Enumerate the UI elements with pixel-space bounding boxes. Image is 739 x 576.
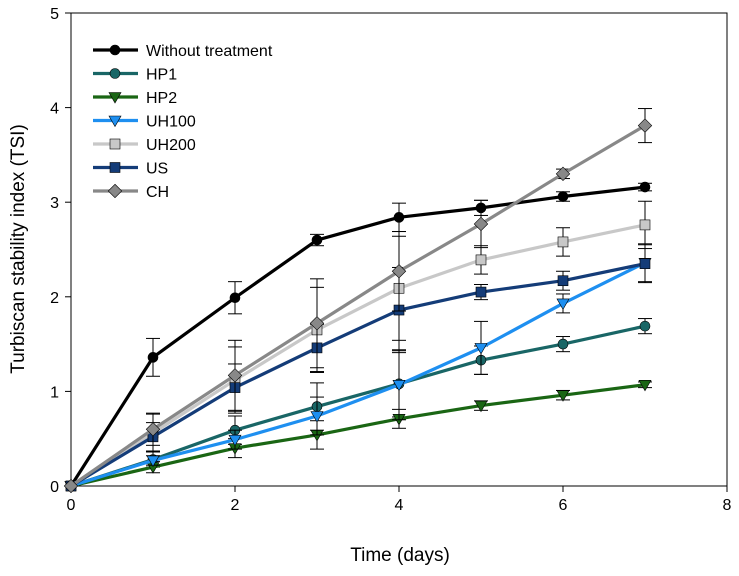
data-point <box>639 181 651 193</box>
data-point <box>639 219 651 231</box>
legend-swatch-marker <box>107 183 123 199</box>
x-tick-label: 2 <box>231 497 240 514</box>
data-point <box>556 298 570 311</box>
series-line <box>70 261 646 488</box>
legend-item: CH <box>93 183 169 201</box>
data-point <box>557 275 569 287</box>
y-tick-label: 0 <box>50 479 59 496</box>
series-line <box>70 383 646 488</box>
data-point <box>393 212 405 223</box>
series-line <box>69 185 646 487</box>
data-point <box>309 316 325 331</box>
legend-swatch-marker <box>109 162 121 173</box>
legend-swatch-marker <box>109 138 121 150</box>
data-point <box>391 264 407 279</box>
data-point <box>146 455 160 468</box>
y-tick-label: 2 <box>50 290 59 307</box>
legend-swatch-marker <box>109 68 121 79</box>
data-point <box>637 118 653 133</box>
series-layer <box>63 108 653 494</box>
legend-item: UH200 <box>93 137 196 154</box>
legend: Without treatment HP1 HP2 UH100 UH200 US CH <box>93 43 273 201</box>
data-point <box>638 379 652 392</box>
y-tick-label: 4 <box>50 101 59 118</box>
y-tick-label: 1 <box>50 384 59 401</box>
series-line <box>70 223 646 488</box>
legend-label: HP2 <box>146 90 177 107</box>
legend-item: UH100 <box>93 114 196 131</box>
data-point <box>473 216 489 232</box>
data-point <box>557 338 569 350</box>
series-line <box>70 124 646 488</box>
series-line <box>70 324 646 488</box>
data-point <box>474 343 488 355</box>
data-point <box>229 292 241 304</box>
data-point <box>145 422 161 437</box>
legend-item: Without treatment <box>93 43 273 60</box>
x-tick-label: 8 <box>723 497 732 514</box>
data-point <box>310 411 324 423</box>
x-tick-label: 4 <box>395 497 404 514</box>
y-axis-label: Turbiscan stability index (TSI) <box>8 124 29 374</box>
legend-label: CH <box>146 184 169 201</box>
data-point <box>639 320 651 332</box>
series-line <box>70 262 646 488</box>
legend-item: US <box>93 161 168 178</box>
data-point <box>639 258 651 269</box>
y-tick-label: 5 <box>50 6 59 23</box>
x-axis-label: Time (days) <box>350 545 450 566</box>
legend-label: Without treatment <box>146 43 273 60</box>
x-tick-label: 0 <box>67 497 76 514</box>
data-point <box>392 379 406 392</box>
y-tick-label: 3 <box>50 195 59 212</box>
data-point <box>557 236 569 248</box>
data-point <box>555 166 571 181</box>
legend-swatch-marker <box>109 44 121 56</box>
legend-label: US <box>146 161 168 178</box>
axis-ticks: 0 2 4 6 8 0 1 2 3 4 5 <box>50 6 731 514</box>
legend-item: HP1 <box>93 67 177 84</box>
legend-item: HP2 <box>93 90 177 107</box>
data-point <box>63 478 79 494</box>
legend-label: UH100 <box>146 114 196 131</box>
legend-label: UH200 <box>146 137 196 154</box>
data-point <box>147 352 159 363</box>
series-ch <box>63 108 653 494</box>
data-point <box>474 400 488 413</box>
data-point <box>556 390 570 402</box>
legend-swatch-marker <box>108 92 122 104</box>
data-point <box>557 191 569 202</box>
legend-swatch-marker <box>108 115 122 128</box>
data-point <box>228 434 242 447</box>
data-point <box>311 234 323 246</box>
series-us <box>65 244 652 492</box>
data-point <box>475 286 487 298</box>
data-point <box>227 368 243 383</box>
data-point <box>475 254 487 266</box>
legend-label: HP1 <box>146 67 177 84</box>
x-tick-label: 6 <box>559 497 568 514</box>
